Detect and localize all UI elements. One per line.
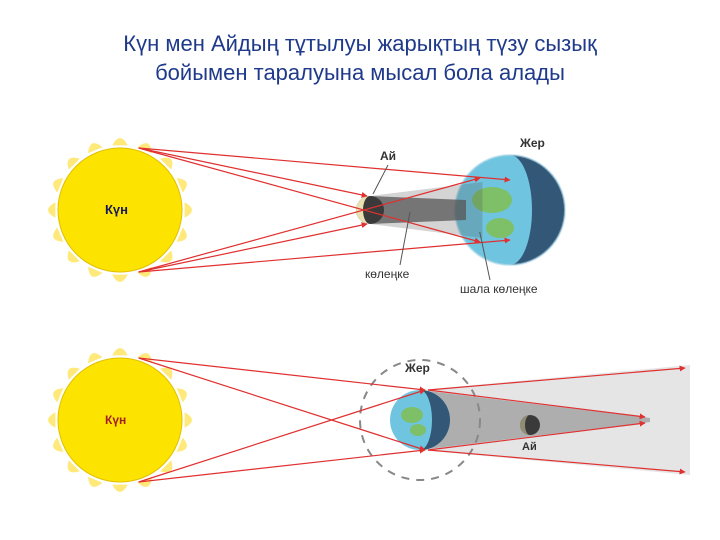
svg-text:Жер: Жер (404, 361, 430, 375)
svg-text:Ай: Ай (522, 441, 537, 453)
solar-eclipse-diagram: Күн Ай Жер көлеңке шала көлеңке (30, 120, 690, 300)
lunar-eclipse-svg: Күн Жер Ай (30, 330, 690, 510)
page-title: Күн мен Айдың тұтылуы жарықтың түзу сызы… (0, 30, 720, 87)
title-line-1: Күн мен Айдың тұтылуы жарықтың түзу сызы… (123, 31, 596, 56)
svg-text:көлеңке: көлеңке (365, 267, 410, 281)
svg-text:Күн: Күн (105, 202, 128, 217)
title-line-2: бойымен таралуына мысал бола алады (155, 60, 565, 85)
svg-text:шала көлеңке: шала көлеңке (460, 282, 538, 296)
lunar-eclipse-diagram: Күн Жер Ай (30, 330, 690, 510)
svg-text:Ай: Ай (380, 149, 396, 163)
solar-eclipse-svg: Күн Ай Жер көлеңке шала көлеңке (30, 120, 690, 300)
svg-text:Жер: Жер (519, 136, 545, 150)
svg-text:Күн: Күн (105, 413, 126, 427)
